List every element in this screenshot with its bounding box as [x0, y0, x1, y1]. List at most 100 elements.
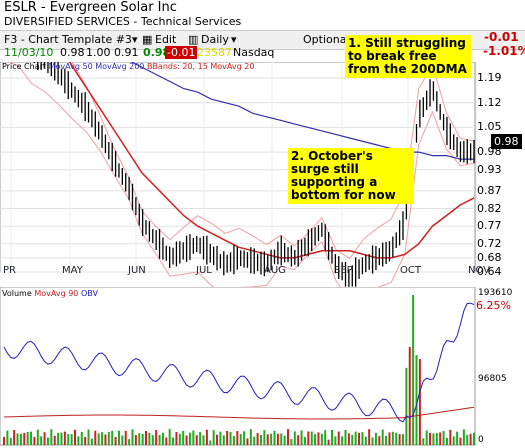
- legend-ma200: MovAvg 200: [95, 62, 145, 71]
- volume-bars: [3, 295, 475, 445]
- price-chart: [0, 62, 477, 287]
- x-tick-label: PR: [3, 265, 16, 276]
- legend-price: Price Chart: [2, 62, 47, 71]
- volume-bar: [273, 430, 276, 445]
- volume-bar: [9, 438, 12, 445]
- volume-bar: [40, 436, 43, 445]
- volume-bar: [117, 430, 120, 445]
- volume-bar: [134, 435, 137, 445]
- volume-bar: [111, 430, 114, 445]
- volume-bar: [199, 432, 202, 445]
- volume-bar: [212, 430, 215, 445]
- volume-bar: [351, 435, 354, 445]
- volume-bar: [195, 435, 198, 445]
- volume-bar: [334, 436, 337, 445]
- volume-bar: [324, 430, 327, 445]
- bollinger-bands: [6, 62, 475, 287]
- volume-bar: [432, 433, 435, 445]
- x-tick-label: SEP: [334, 265, 353, 276]
- period-select[interactable]: Daily: [201, 33, 229, 46]
- volume-bar: [259, 434, 262, 445]
- volume-bar: [77, 436, 80, 445]
- volume-bar: [50, 429, 53, 445]
- volume-bar: [121, 435, 124, 445]
- volume-bar: [253, 436, 256, 445]
- volume-bar: [182, 430, 185, 445]
- volume-bar: [283, 435, 286, 445]
- price-legend: Price Chart MovAvg 50 MovAvg 200 BBands:…: [2, 62, 254, 71]
- y-tick-label: 0.77: [477, 219, 502, 233]
- volume-chart: [0, 287, 476, 446]
- volume-bar: [13, 429, 16, 445]
- legend-obv: OBV: [80, 289, 98, 298]
- volume-bar: [90, 438, 93, 445]
- volume-bar: [341, 436, 344, 445]
- volume-bar: [63, 431, 66, 445]
- volume-bar: [161, 432, 164, 445]
- volume-bar: [94, 430, 97, 445]
- volume-bar: [391, 431, 394, 445]
- volume-bar: [347, 433, 350, 445]
- volume-bar: [412, 295, 415, 445]
- quote-low: 0.91: [114, 46, 139, 59]
- volume-bar: [236, 431, 239, 445]
- volume-bar: [395, 432, 398, 445]
- volume-bar: [192, 430, 195, 445]
- volume-bar: [276, 433, 279, 445]
- volume-bar: [141, 433, 144, 445]
- volume-bar: [46, 437, 49, 445]
- chevron-down-icon[interactable]: ▾: [231, 33, 237, 46]
- volume-bar: [466, 434, 469, 445]
- volume-bar: [243, 431, 246, 445]
- legend-volume: Volume: [2, 289, 32, 298]
- volume-bar: [361, 432, 364, 445]
- volume-bar: [67, 434, 70, 445]
- volume-bar: [216, 434, 219, 445]
- legend-ma20: MovAvg 20: [210, 62, 255, 71]
- volume-bar: [124, 430, 127, 445]
- legend-bbands: BBands: 20, 15: [146, 62, 208, 71]
- volume-bar: [405, 367, 408, 445]
- volume-bar: [205, 429, 208, 445]
- volume-bar: [371, 437, 374, 445]
- volume-bar: [222, 435, 225, 445]
- edit-icon: ▦: [142, 33, 153, 46]
- volume-bar: [80, 432, 83, 445]
- y-tick-label: 0.72: [477, 236, 502, 250]
- volume-bar: [128, 439, 131, 445]
- bband-upper: [70, 62, 475, 260]
- volume-bar: [368, 429, 371, 445]
- last-price-marker: 0.98: [491, 134, 522, 149]
- symbol: ESLR: [4, 0, 37, 15]
- y-tick-label: 1.12: [477, 95, 502, 109]
- volume-bar: [148, 432, 151, 445]
- volume-bar: [168, 429, 171, 445]
- y-tick-label: 0.64: [477, 265, 502, 278]
- y-tick-label: 0.93: [477, 162, 502, 176]
- chevron-down-icon[interactable]: ▾: [132, 33, 138, 46]
- volume-bar: [74, 429, 77, 445]
- x-tick-label: AUG: [264, 265, 286, 276]
- ma50-line: [68, 62, 475, 259]
- volume-bar: [408, 346, 411, 445]
- edit-button[interactable]: Edit: [155, 33, 177, 46]
- volume-bar: [398, 434, 401, 445]
- volume-bar: [188, 432, 191, 445]
- title-line: ESLR - Evergreen Solar Inc: [4, 0, 177, 15]
- volume-bar: [429, 432, 432, 445]
- volume-bar: [280, 433, 283, 445]
- price-bars: [33, 62, 475, 287]
- volume-bar: [26, 432, 29, 445]
- volume-bar: [327, 439, 330, 445]
- volume-bar: [452, 436, 455, 445]
- sector-line: DIVERSIFIED SERVICES - Technical Service…: [4, 15, 242, 28]
- volume-bar: [270, 433, 273, 445]
- legend-ma90: MovAvg 90: [34, 289, 79, 298]
- volume-bar: [226, 430, 229, 445]
- volume-bar: [232, 435, 235, 445]
- volume-bar: [57, 432, 60, 445]
- volume-bar: [415, 355, 418, 445]
- volume-bar: [107, 432, 110, 445]
- template-select[interactable]: F3 - Chart Template #3: [4, 33, 132, 46]
- annotation-200dma: 1. Still struggling to break free from t…: [345, 35, 471, 78]
